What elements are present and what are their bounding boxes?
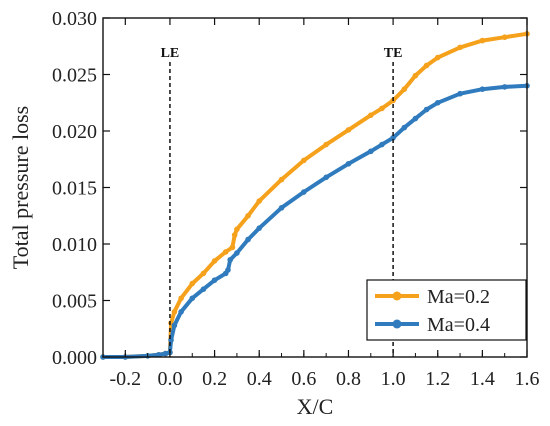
series-2-point: [171, 322, 178, 329]
series-1-point: [412, 72, 419, 79]
series-2-point: [479, 86, 486, 92]
series-2-point: [234, 250, 240, 256]
marker-label-le: LE: [161, 46, 180, 61]
legend-marker-2: [392, 319, 402, 329]
legend-marker-1: [392, 291, 402, 301]
legend-label-2: Ma=0.4: [427, 314, 490, 336]
series-1-point: [379, 105, 385, 112]
series-2-point: [390, 134, 396, 141]
x-tick-label: 0.6: [291, 368, 316, 390]
series-1-point: [178, 295, 184, 302]
series-2-point: [457, 90, 463, 97]
series-2-point: [323, 174, 329, 181]
x-tick-label: 1.4: [470, 368, 495, 390]
series-1-point: [234, 226, 240, 233]
series-1-point: [222, 249, 229, 255]
series-2-point: [412, 115, 419, 122]
legend-label-1: Ma=0.2: [427, 286, 490, 308]
x-axis-title: X/C: [297, 394, 334, 419]
series-2-point: [189, 295, 196, 302]
series-1-point: [323, 141, 329, 148]
series-2-point: [200, 286, 207, 293]
series-1-point: [189, 280, 196, 287]
series-1-point: [278, 176, 285, 183]
y-axis-title: Total pressure loss: [8, 106, 33, 269]
marker-label-te: TE: [384, 46, 403, 61]
series-2-point: [345, 160, 352, 167]
axes-layer: LE TE -0.2 0.0 0.2 0.4 0.6 0.8 1.0 1.2 1.4 1.6 0.000…: [52, 8, 540, 390]
y-tick-label: 0.000: [52, 347, 97, 369]
x-tick-label: -0.2: [109, 368, 141, 390]
series-1-point: [457, 44, 463, 51]
series-1-point: [171, 309, 178, 315]
x-tick-label: 0.4: [247, 368, 272, 390]
legend-box: [366, 279, 527, 341]
series-2-point: [434, 99, 441, 106]
series-2-point: [423, 106, 430, 113]
series-1-point: [256, 198, 263, 204]
x-tick-label: 1.6: [515, 368, 540, 390]
x-tick-label: 0.8: [336, 368, 361, 390]
series-2-point: [367, 148, 374, 155]
series-2-point: [301, 189, 307, 195]
series-1-point: [245, 212, 251, 219]
series-2-point: [501, 84, 508, 90]
x-tick-label: 0.0: [157, 368, 182, 390]
series-1-point: [367, 112, 374, 118]
series-1-point: [229, 244, 236, 251]
series-2-point: [225, 267, 231, 273]
series-2-point: [155, 351, 162, 358]
series-2-point: [379, 141, 385, 148]
series-1-point: [401, 86, 408, 92]
series-1-point: [345, 127, 352, 133]
series-2-point: [227, 257, 233, 263]
y-tick-label: 0.030: [52, 8, 97, 30]
x-tick-label: 1.2: [425, 368, 450, 390]
x-tick-label: 0.2: [202, 368, 227, 390]
y-tick-label: 0.010: [52, 234, 97, 256]
series-2-point: [245, 236, 251, 243]
series-1-point: [231, 232, 238, 238]
y-tick-label: 0.005: [52, 291, 97, 313]
series-2-point: [211, 277, 218, 283]
legend: Ma=0.2 Ma=0.4: [366, 279, 527, 341]
series-1-point: [301, 157, 307, 164]
x-tick-label: 1.0: [381, 368, 406, 390]
series-1-point: [434, 54, 441, 61]
series-1-point: [211, 258, 218, 264]
y-tick-label: 0.015: [52, 178, 97, 200]
series-2-point: [278, 205, 285, 211]
series-2-point: [168, 337, 174, 343]
series-2-point: [401, 124, 408, 131]
series-2-point: [162, 350, 169, 357]
y-tick-label: 0.020: [52, 121, 97, 143]
series-1-point: [501, 34, 508, 41]
series-1-point: [479, 37, 486, 44]
series-1-point: [423, 62, 430, 69]
series-1-point: [200, 270, 207, 277]
y-tick-label: 0.025: [52, 65, 97, 87]
series-2-point: [178, 309, 184, 315]
series-2-point: [256, 225, 263, 231]
